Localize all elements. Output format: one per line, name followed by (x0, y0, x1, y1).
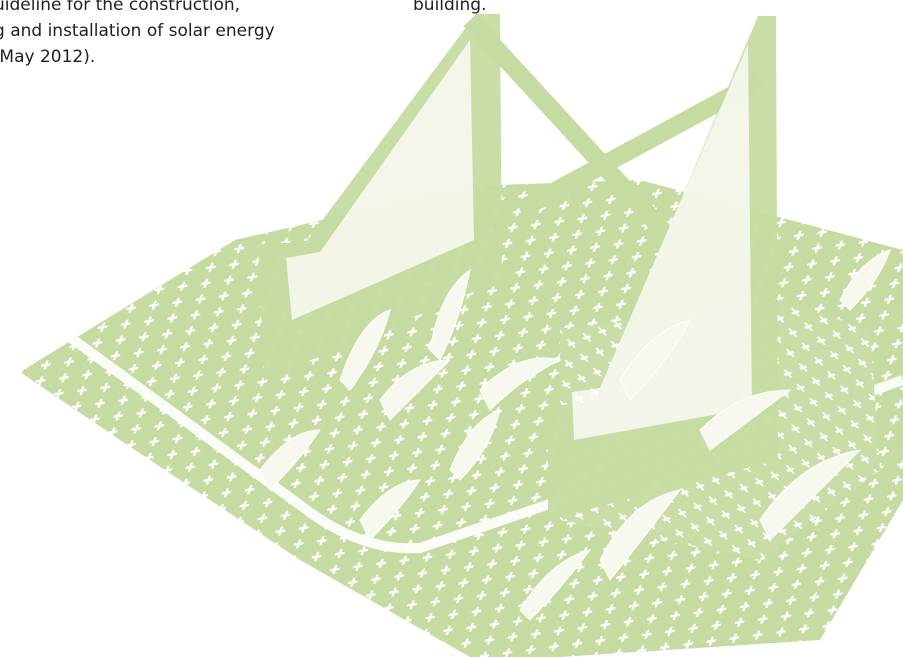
right-text-column: building. (413, 0, 487, 18)
plants (259, 249, 891, 621)
brace-2 (515, 72, 765, 218)
frame-leg-left-cutout (286, 40, 474, 320)
right-text-line-1: building. (413, 0, 487, 15)
roof-rail (57, 325, 903, 554)
left-text-line-1: uideline for the construction, (0, 0, 241, 15)
left-text-column: uideline for the construction, g and ins… (0, 0, 275, 70)
brace-1 (463, 13, 697, 267)
left-text-line-3: May 2012). (0, 47, 96, 67)
left-text-line-2: g and installation of solar energy (0, 21, 275, 41)
frame-leg-right-cutout (572, 44, 752, 440)
